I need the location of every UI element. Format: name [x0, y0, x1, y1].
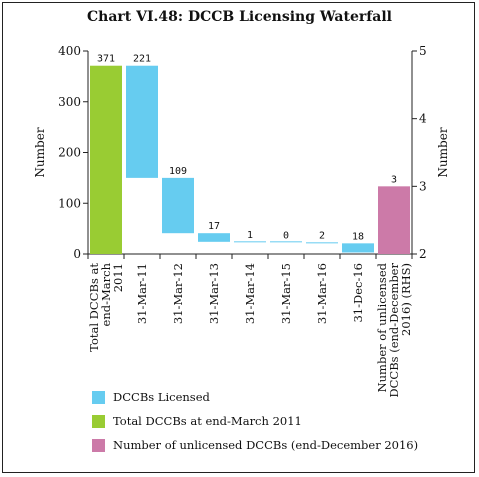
- y-tick-label: 100: [58, 196, 81, 210]
- bar-licensed-1: [126, 65, 158, 178]
- bar-licensed-7: [342, 243, 374, 253]
- legend-item-unlicensed: Number of unlicensed DCCBs (end-December…: [92, 438, 418, 452]
- y2-tick-label: 2: [419, 247, 427, 261]
- data-label: 2: [319, 230, 325, 241]
- bar-licensed-3: [198, 233, 230, 242]
- x-tick-label: 31-Mar-12: [171, 263, 185, 324]
- y2-tick-label: 3: [419, 179, 427, 193]
- legend-swatch-unlicensed: [92, 438, 105, 452]
- x-tick-label: 31-Mar-14: [243, 263, 257, 324]
- x-tick-label: 31-Mar-16: [315, 263, 329, 324]
- data-label: 18: [352, 231, 364, 242]
- y-tick-label: 300: [58, 95, 81, 109]
- chart-title: Chart VI.48: DCCB Licensing Waterfall: [87, 9, 392, 25]
- x-tick-label: 31-Mar-13: [207, 263, 221, 324]
- data-label: 371: [97, 54, 115, 65]
- y2-tick-label: 5: [419, 44, 427, 58]
- legend-item-total: Total DCCBs at end-March 2011: [92, 414, 302, 428]
- legend-swatch-licensed: [92, 390, 105, 404]
- y-tick-label: 200: [58, 146, 81, 160]
- legend-swatch-total: [92, 414, 105, 428]
- data-label: 221: [133, 54, 151, 65]
- x-tick-label: Number of unlicensedDCCBs (end-December2…: [375, 262, 413, 397]
- chart-frame: [2, 2, 475, 473]
- bar-licensed-4: [234, 241, 266, 243]
- bar-licensed-6: [306, 242, 338, 244]
- data-label: 0: [283, 230, 289, 241]
- data-label: 109: [169, 166, 187, 177]
- x-tick-label: Total DCCBs atend-March2011: [87, 262, 125, 351]
- y-axis-title: Number: [33, 127, 47, 177]
- x-tick-label: 31-Mar-11: [135, 263, 149, 324]
- data-label: 3: [391, 174, 397, 185]
- data-label: 1: [247, 230, 253, 241]
- bar-total-0: [90, 65, 122, 254]
- y2-tick-label: 4: [419, 112, 427, 126]
- legend-label-total: Total DCCBs at end-March 2011: [113, 414, 302, 428]
- y-tick-label: 0: [73, 247, 81, 261]
- bar-unlicensed-8: [378, 186, 410, 254]
- legend-label-licensed: DCCBs Licensed: [113, 390, 210, 404]
- bar-licensed-5: [270, 241, 302, 243]
- x-tick-label: 31-Dec-16: [351, 263, 365, 323]
- data-label: 17: [208, 221, 220, 232]
- bar-licensed-2: [162, 177, 194, 234]
- x-tick-label: 31-Mar-15: [279, 263, 293, 324]
- legend-item-licensed: DCCBs Licensed: [92, 390, 210, 404]
- y2-axis-title: Number: [436, 127, 450, 177]
- y-tick-label: 400: [58, 44, 81, 58]
- legend-label-unlicensed: Number of unlicensed DCCBs (end-December…: [113, 438, 419, 452]
